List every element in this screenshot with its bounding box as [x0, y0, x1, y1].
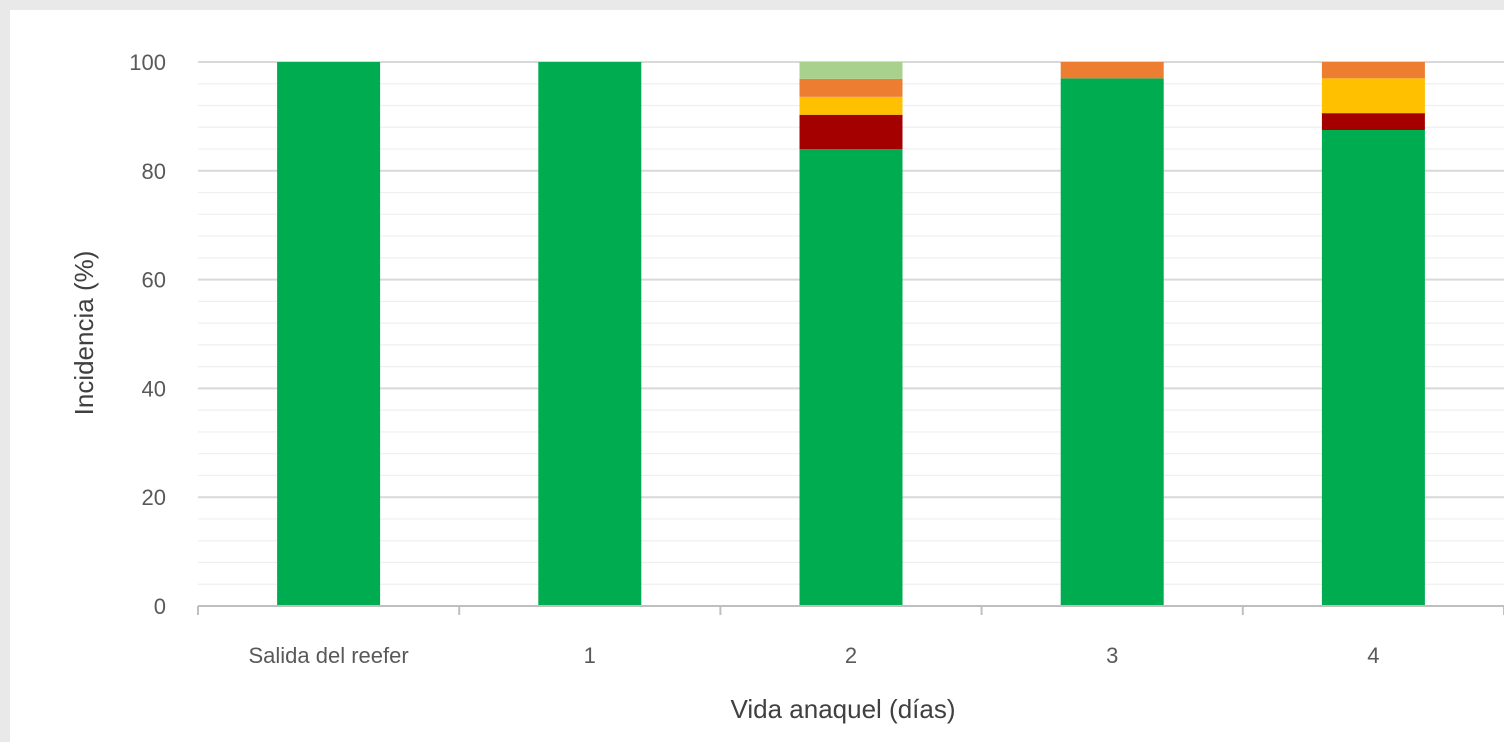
y-tick-label: 80 — [142, 159, 166, 184]
bar-segment — [1321, 78, 1425, 114]
y-tick-label: 0 — [154, 594, 166, 619]
bars — [277, 62, 1425, 607]
bar-segment — [799, 62, 903, 79]
bar-segment — [1060, 78, 1164, 606]
y-tick-label: 20 — [142, 485, 166, 510]
x-tick-labels: Salida del reefer 1 2 3 4 — [248, 643, 1379, 668]
y-tick-label: 100 — [129, 50, 166, 75]
bar-segment — [799, 78, 903, 97]
x-tick-label: Salida del reefer — [248, 643, 408, 668]
bar-segment — [1060, 62, 1164, 79]
y-axis-title: Incidencia (%) — [69, 251, 99, 416]
chart-frame: 0 20 40 60 80 100 Salida del reefer 1 2 3 4 Incid… — [10, 10, 1504, 742]
bar-segment — [277, 62, 381, 606]
stacked-bar-chart: 0 20 40 60 80 100 Salida del reefer 1 2 3 4 Incid… — [69, 50, 1504, 724]
bar-segment — [799, 114, 903, 150]
x-tick-label: 1 — [584, 643, 596, 668]
bar-segment — [1321, 62, 1425, 79]
x-tick-label: 3 — [1106, 643, 1118, 668]
bar-segment — [799, 96, 903, 115]
bar-segment — [799, 149, 903, 607]
x-tick-label: 4 — [1367, 643, 1379, 668]
y-tick-label: 40 — [142, 376, 166, 401]
bar-segment — [1321, 130, 1425, 606]
y-tick-labels: 0 20 40 60 80 100 — [129, 50, 166, 619]
y-tick-label: 60 — [142, 268, 166, 293]
x-axis-title: Vida anaquel (días) — [730, 694, 955, 724]
bar-segment — [538, 62, 642, 606]
bar-segment — [1321, 113, 1425, 130]
x-tick-label: 2 — [845, 643, 857, 668]
axes — [197, 605, 1504, 615]
